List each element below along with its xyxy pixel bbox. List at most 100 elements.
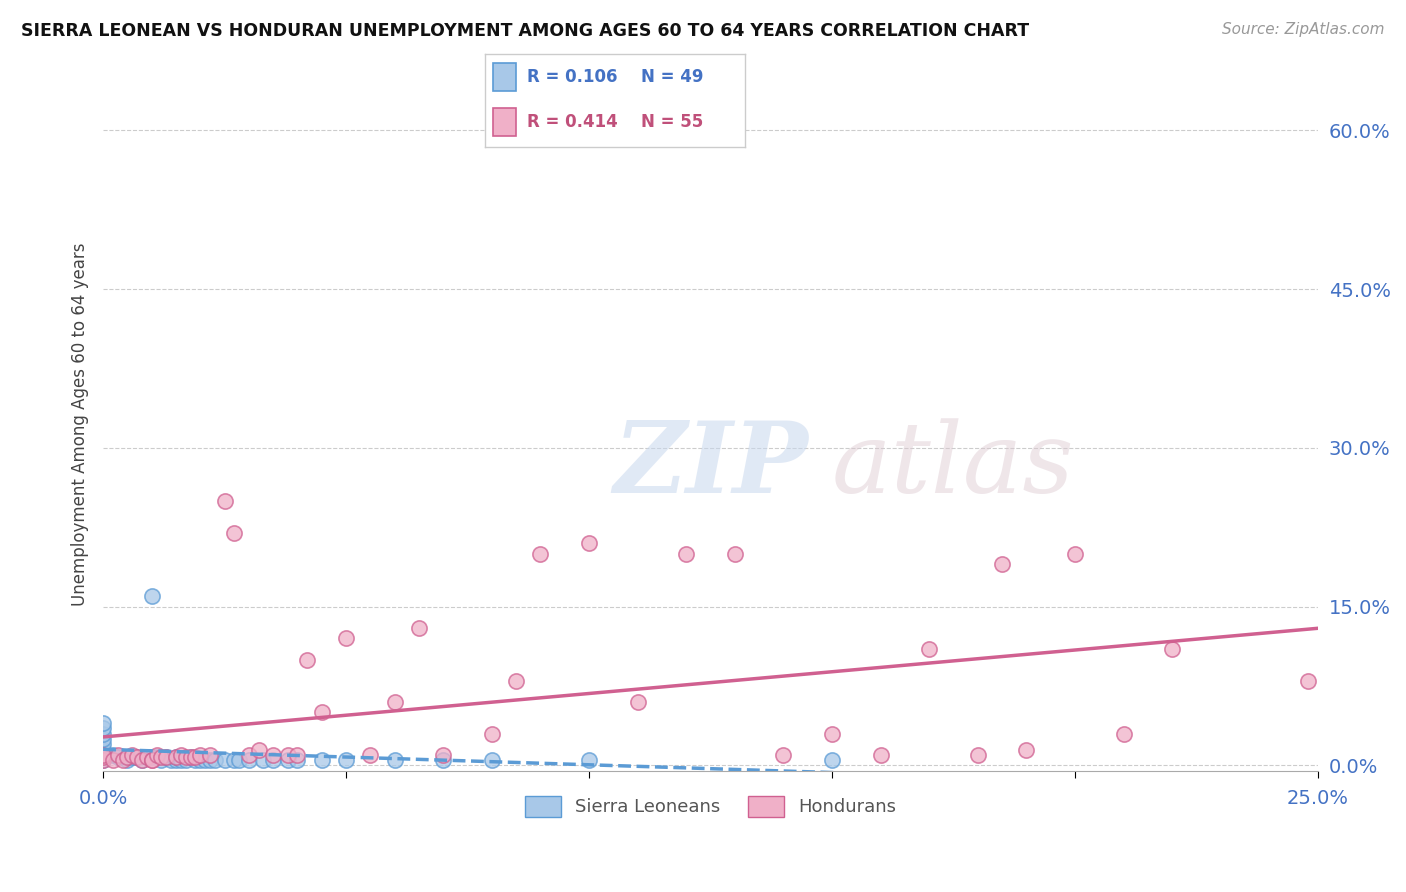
Point xyxy=(141,753,163,767)
Point xyxy=(141,753,163,767)
Point xyxy=(505,673,527,688)
Point xyxy=(224,525,246,540)
Point xyxy=(224,753,246,767)
Point xyxy=(91,747,114,762)
Point xyxy=(869,747,891,762)
Point xyxy=(188,753,211,767)
Point xyxy=(238,747,260,762)
Point xyxy=(135,750,157,764)
Point xyxy=(170,753,193,767)
Point xyxy=(578,753,600,767)
Point xyxy=(131,753,153,767)
Text: SIERRA LEONEAN VS HONDURAN UNEMPLOYMENT AMONG AGES 60 TO 64 YEARS CORRELATION CH: SIERRA LEONEAN VS HONDURAN UNEMPLOYMENT … xyxy=(21,22,1029,40)
Point xyxy=(127,750,149,764)
Point xyxy=(111,753,134,767)
Point xyxy=(121,750,143,764)
Point xyxy=(150,750,173,764)
Point xyxy=(252,753,274,767)
Point xyxy=(91,722,114,736)
Point xyxy=(277,753,299,767)
Point xyxy=(174,753,197,767)
Point xyxy=(481,753,503,767)
Point xyxy=(821,726,844,740)
Point xyxy=(238,753,260,767)
Y-axis label: Unemployment Among Ages 60 to 64 years: Unemployment Among Ages 60 to 64 years xyxy=(72,243,89,606)
Text: N = 49: N = 49 xyxy=(641,68,703,86)
Point xyxy=(165,750,187,764)
Text: N = 55: N = 55 xyxy=(641,113,703,131)
Point xyxy=(155,750,177,764)
Point xyxy=(131,753,153,767)
Point xyxy=(165,750,187,764)
Text: R = 0.414: R = 0.414 xyxy=(527,113,617,131)
Point xyxy=(141,750,163,764)
Point xyxy=(335,753,357,767)
Point xyxy=(277,747,299,762)
Point xyxy=(335,632,357,646)
Point xyxy=(578,536,600,550)
Point xyxy=(145,747,167,762)
Point xyxy=(529,547,551,561)
Point xyxy=(141,589,163,603)
FancyBboxPatch shape xyxy=(494,63,516,91)
Point xyxy=(966,747,988,762)
Point xyxy=(91,731,114,746)
Text: R = 0.106: R = 0.106 xyxy=(527,68,617,86)
Point xyxy=(1296,673,1319,688)
Point xyxy=(991,558,1014,572)
Point xyxy=(262,747,284,762)
Point xyxy=(724,547,747,561)
Point xyxy=(117,750,139,764)
Point xyxy=(170,747,193,762)
Point xyxy=(287,747,309,762)
Point xyxy=(184,750,207,764)
Point xyxy=(91,742,114,756)
Point xyxy=(91,726,114,740)
Point xyxy=(384,753,406,767)
Point xyxy=(204,753,226,767)
Point xyxy=(91,750,114,764)
Point xyxy=(1015,742,1038,756)
Point xyxy=(295,652,318,666)
Point xyxy=(1161,642,1184,657)
Point xyxy=(180,750,202,764)
Point xyxy=(107,747,129,762)
Point xyxy=(150,753,173,767)
Point xyxy=(359,747,381,762)
Point xyxy=(247,742,270,756)
Point xyxy=(91,737,114,751)
Point xyxy=(198,753,221,767)
Point xyxy=(918,642,941,657)
Point xyxy=(821,753,844,767)
Point xyxy=(214,753,236,767)
Point xyxy=(91,750,114,764)
Point xyxy=(101,747,124,762)
Point xyxy=(481,726,503,740)
Point xyxy=(101,753,124,767)
Point xyxy=(194,753,217,767)
Point xyxy=(91,716,114,731)
Point xyxy=(772,747,794,762)
Point xyxy=(311,753,333,767)
Text: atlas: atlas xyxy=(832,418,1074,513)
Point xyxy=(1112,726,1135,740)
Point xyxy=(91,747,114,762)
Point xyxy=(174,750,197,764)
Point xyxy=(287,753,309,767)
Point xyxy=(91,753,114,767)
FancyBboxPatch shape xyxy=(494,108,516,136)
Point xyxy=(432,753,454,767)
Point xyxy=(145,750,167,764)
Point xyxy=(432,747,454,762)
Point xyxy=(165,753,187,767)
Point xyxy=(180,750,202,764)
Point xyxy=(184,753,207,767)
Text: ZIP: ZIP xyxy=(613,417,808,514)
Point xyxy=(1064,547,1087,561)
Point xyxy=(107,750,129,764)
Point xyxy=(311,706,333,720)
Point xyxy=(160,753,183,767)
Point xyxy=(91,753,114,767)
Point xyxy=(127,750,149,764)
Point xyxy=(121,747,143,762)
